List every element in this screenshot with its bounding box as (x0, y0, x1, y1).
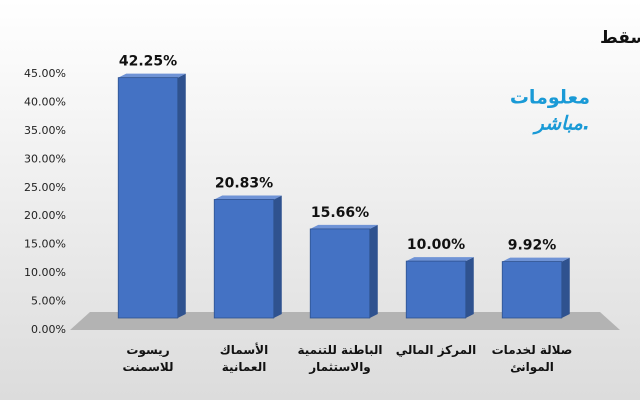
y-tick-label: 45.00% (24, 67, 66, 80)
y-tick-label: 10.00% (24, 266, 66, 279)
y-tick-label: 40.00% (24, 95, 66, 108)
y-tick-label: 35.00% (24, 124, 66, 137)
x-tick-label: الأسماك العمانية (219, 343, 269, 374)
bar (309, 228, 371, 319)
value-label: 15.66% (311, 205, 369, 221)
logo-text: معلومات (510, 87, 590, 109)
bar (117, 77, 179, 319)
logo-text: مباشر. (532, 113, 590, 135)
bar-side (561, 257, 570, 318)
bar (405, 260, 467, 319)
y-tick-label: 5.00% (31, 295, 66, 308)
bar-side (369, 224, 378, 318)
y-tick-label: 25.00% (24, 181, 66, 194)
x-tick-label: صلالة لخدمات الموانئ (491, 343, 573, 374)
floor (70, 312, 620, 330)
bar-side (465, 257, 474, 318)
value-label: 20.83% (215, 176, 273, 192)
y-tick-label: 0.00% (31, 323, 66, 336)
bar-side (177, 73, 186, 319)
value-label: 10.00% (407, 237, 465, 253)
chart-title: أكثر 5 أسهم رابحة ببورصة مسقط (600, 26, 640, 48)
bar-top (310, 224, 378, 229)
value-label: 42.25% (119, 54, 177, 70)
bar-top (118, 73, 186, 78)
x-tick-label: المركز المالي (395, 343, 477, 357)
x-tick-label: الباطنة للتنمية والاستثمار (297, 343, 383, 374)
value-label: 9.92% (508, 238, 557, 254)
bar-top (406, 257, 474, 262)
y-tick-label: 30.00% (24, 152, 66, 165)
bar-top (502, 257, 570, 262)
y-tick-label: 15.00% (24, 238, 66, 251)
bar-side (273, 195, 282, 318)
bar (501, 261, 563, 319)
bar-top (214, 195, 282, 200)
bar (213, 199, 275, 319)
y-tick-label: 20.00% (24, 209, 66, 222)
x-tick-label: ريسوت للاسمنت (122, 343, 174, 374)
